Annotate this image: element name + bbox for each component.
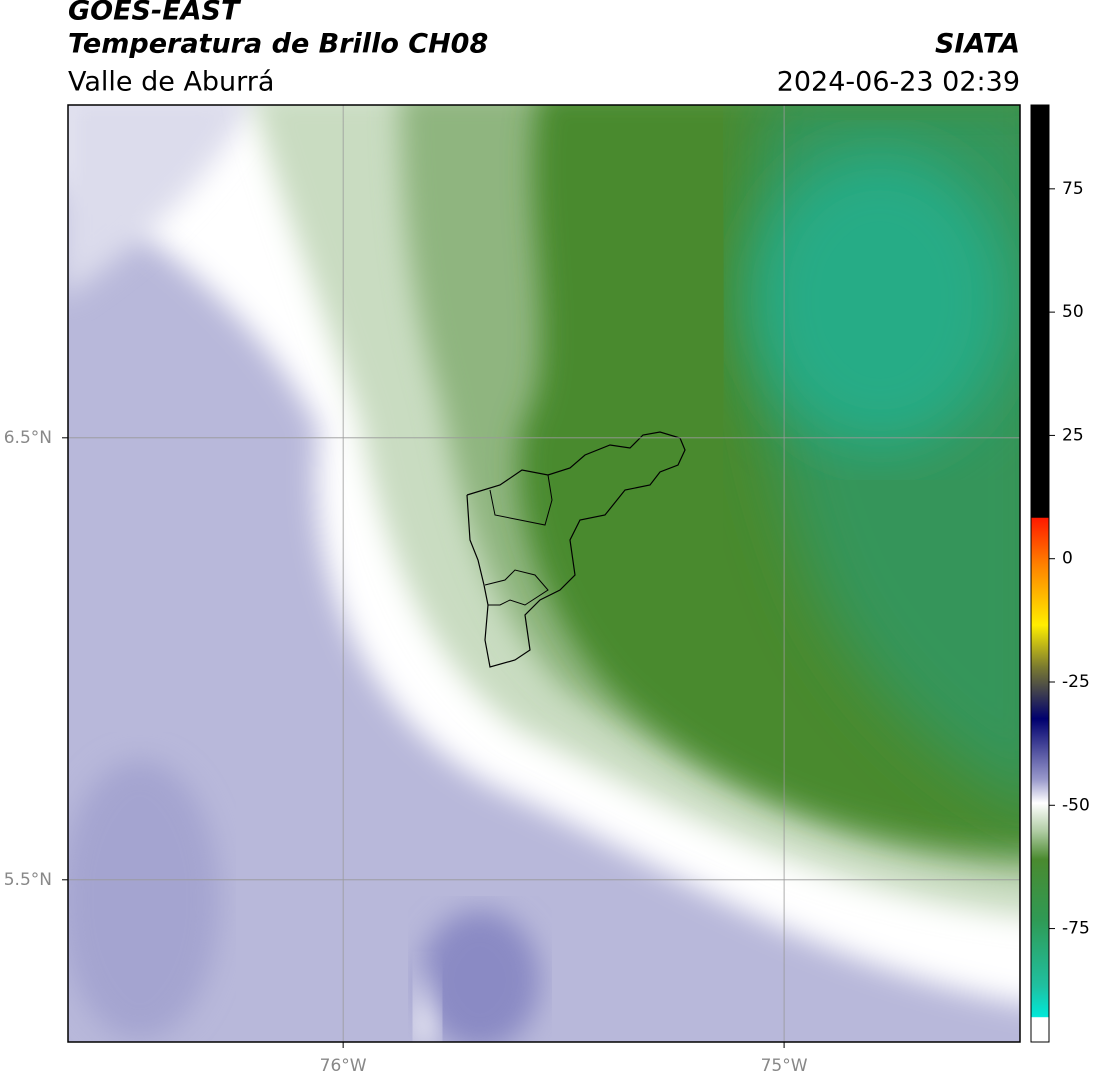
source: SIATA [935, 29, 1020, 60]
y-tick-label: 6.5°N [4, 428, 52, 448]
colorbar-tick-label: 25 [1062, 425, 1084, 445]
x-tick-label: 75°W [761, 1056, 808, 1076]
subtitle: Temperatura de Brillo CH08 [68, 29, 488, 60]
colorbar-tick-label: -75 [1062, 919, 1090, 939]
valley-boundary [466, 431, 686, 668]
satellite-image [68, 105, 1020, 1042]
region: Valle de Aburrá [68, 67, 274, 98]
timestamp: 2024-06-23 02:39 [777, 67, 1020, 98]
colorbar-tick-label: -25 [1062, 672, 1090, 692]
y-tick-label: 5.5°N [4, 870, 52, 890]
municipal-boundary [489, 474, 553, 526]
map-grid [68, 105, 1020, 1042]
colorbar-tick-label: -50 [1062, 795, 1090, 815]
municipal-boundary [484, 569, 549, 606]
colorbar [1030, 104, 1050, 1043]
title: GOES-EAST [68, 0, 242, 27]
x-tick-label: 76°W [320, 1056, 367, 1076]
map-frame [67, 104, 1021, 1043]
colorbar-tick-label: 0 [1062, 549, 1073, 569]
colorbar-tick-label: 75 [1062, 179, 1084, 199]
colorbar-tick-label: 50 [1062, 302, 1084, 322]
